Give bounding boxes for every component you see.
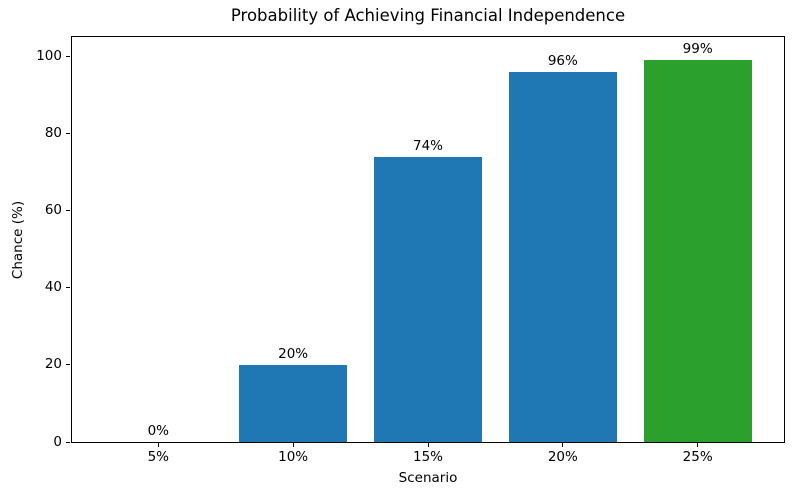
plot-area: 0 20 40 60 80 100 0% 5% 20% 10% 74% 15% 96% 20% 99% 25% xyxy=(36,36,785,464)
x-tick-label: 20% xyxy=(547,449,578,465)
y-tick-mark xyxy=(66,441,70,443)
y-tick-label: 0 xyxy=(53,433,62,450)
y-tick-mark xyxy=(66,287,70,289)
bar xyxy=(643,60,752,442)
x-tick-mark xyxy=(427,443,429,447)
x-tick-mark xyxy=(697,443,699,447)
chart-title: Probability of Achieving Financial Indep… xyxy=(230,6,626,25)
bar xyxy=(239,364,348,442)
x-axis-label: Scenario xyxy=(398,470,458,486)
y-tick-mark xyxy=(66,364,70,366)
x-tick-label: 5% xyxy=(147,449,169,465)
x-tick-mark xyxy=(292,443,294,447)
bar xyxy=(374,156,482,442)
x-tick-mark xyxy=(157,443,159,447)
y-tick-label: 100 xyxy=(36,47,62,64)
x-tick-label: 25% xyxy=(682,449,713,465)
x-tick-label: 10% xyxy=(278,449,309,465)
bar-value-label: 74% xyxy=(412,137,443,154)
bar-value-label: 20% xyxy=(278,345,309,362)
y-tick-label: 60 xyxy=(44,202,62,219)
bar xyxy=(508,71,617,442)
bar-value-label: 96% xyxy=(547,52,578,69)
x-tick-mark xyxy=(562,443,564,447)
y-tick-mark xyxy=(66,132,70,134)
y-axis-label: Chance (%) xyxy=(10,200,26,280)
y-tick-label: 40 xyxy=(44,279,62,296)
y-tick-mark xyxy=(66,55,70,57)
bar-value-label: 99% xyxy=(682,41,713,58)
x-tick-label: 15% xyxy=(412,449,443,465)
y-tick-label: 20 xyxy=(44,356,62,373)
y-tick-label: 80 xyxy=(44,124,62,141)
bar-value-label: 0% xyxy=(147,423,169,439)
y-tick-mark xyxy=(66,210,70,212)
